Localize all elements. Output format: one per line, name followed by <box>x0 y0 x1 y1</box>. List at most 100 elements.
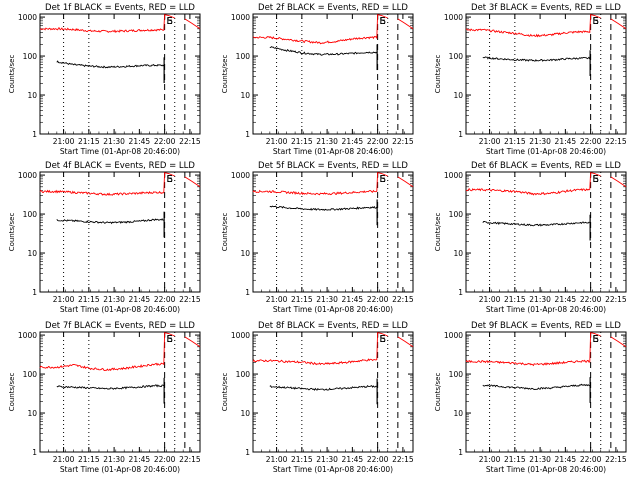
series-events-line <box>269 205 378 211</box>
panel-title: Det 2f BLACK = Events, RED = LLD <box>258 3 408 13</box>
series-lld-line <box>39 14 175 33</box>
panel-title: Det 8f BLACK = Events, RED = LLD <box>258 321 408 331</box>
xtick-label: 21:15 <box>78 455 100 464</box>
x-axis-label: Start Time (01-Apr-08 20:46:00) <box>273 465 393 474</box>
x-axis-label: Start Time (01-Apr-08 20:46:00) <box>273 305 393 314</box>
ytick-label: 10 <box>240 409 250 418</box>
xtick-label: 22:15 <box>605 137 627 146</box>
ytick-label: 10 <box>453 249 463 258</box>
ytick-label: 100 <box>236 370 251 379</box>
ytick-label: 1000 <box>231 171 250 180</box>
plot-frame <box>465 331 627 453</box>
ytick-label: 100 <box>449 370 464 379</box>
panel-det-6: Det 6f BLACK = Events, RED = LLD 1 10 100 10… <box>434 161 627 314</box>
xtick-label: 21:30 <box>103 455 125 464</box>
panel-title: Det 4f BLACK = Events, RED = LLD <box>45 161 195 171</box>
xtick-label: 21:15 <box>78 295 100 304</box>
xtick-label: 21:00 <box>479 295 501 304</box>
ytick-label: 10 <box>27 249 37 258</box>
panel-det-7: Det 7f BLACK = Events, RED = LLD 1 10 100 10… <box>8 321 201 474</box>
ytick-label: 10 <box>240 91 250 100</box>
marker-label-e: E <box>379 174 385 185</box>
ytick-label: 100 <box>23 52 38 61</box>
ytick-label: 1000 <box>444 171 463 180</box>
xtick-label: 22:15 <box>605 455 627 464</box>
xtick-label: 21:45 <box>342 137 364 146</box>
xtick-label: 22:15 <box>392 295 414 304</box>
xtick-label: 21:45 <box>342 455 364 464</box>
xtick-label: 21:00 <box>53 137 75 146</box>
series-events-line <box>482 56 591 62</box>
ytick-label: 100 <box>236 52 251 61</box>
xtick-label: 21:30 <box>529 455 551 464</box>
xtick-label: 21:45 <box>555 455 577 464</box>
plot-frame <box>252 171 414 293</box>
ytick-label: 10 <box>27 91 37 100</box>
panel-title: Det 6f BLACK = Events, RED = LLD <box>471 161 621 171</box>
x-axis-label: Start Time (01-Apr-08 20:46:00) <box>273 147 393 156</box>
xtick-label: 22:00 <box>580 137 602 146</box>
ytick-label: 1 <box>32 288 37 297</box>
series-events-line <box>269 46 378 56</box>
marker-label-s: S <box>167 174 173 185</box>
series-lld-tail <box>184 336 201 348</box>
series-lld-tail <box>610 18 627 30</box>
y-axis-label: Counts/sec <box>8 213 16 252</box>
series-events-line <box>482 383 591 390</box>
series-lld-tail <box>184 176 201 188</box>
x-axis-label: Start Time (01-Apr-08 20:46:00) <box>486 305 606 314</box>
series-lld-tail <box>397 176 414 188</box>
ytick-label: 1000 <box>18 331 37 340</box>
plot-frame <box>39 13 201 135</box>
x-axis-label: Start Time (01-Apr-08 20:46:00) <box>60 305 180 314</box>
series-lld-line <box>465 332 601 367</box>
series-events-line <box>56 60 165 69</box>
marker-label-s: S <box>380 16 386 27</box>
xtick-label: 21:00 <box>266 455 288 464</box>
series-lld-tail <box>397 336 414 348</box>
series-events-line <box>56 384 165 390</box>
xtick-label: 21:30 <box>529 137 551 146</box>
xtick-label: 22:15 <box>179 295 201 304</box>
xtick-label: 22:00 <box>367 295 389 304</box>
ytick-label: 1 <box>32 130 37 139</box>
ytick-label: 1 <box>245 448 250 457</box>
xtick-label: 21:30 <box>316 455 338 464</box>
marker-label-e: E <box>592 16 598 27</box>
ytick-label: 10 <box>240 249 250 258</box>
plot-frame <box>39 171 201 293</box>
plot-frame <box>252 331 414 453</box>
series-lld-line <box>252 172 388 196</box>
ytick-label: 100 <box>449 52 464 61</box>
panel-det-2: Det 2f BLACK = Events, RED = LLD 1 10 100 10… <box>221 3 414 156</box>
xtick-label: 21:15 <box>78 137 100 146</box>
marker-label-e: E <box>379 334 385 345</box>
series-lld-line <box>252 332 388 366</box>
xtick-label: 22:00 <box>367 455 389 464</box>
xtick-label: 22:15 <box>179 455 201 464</box>
series-lld-tail <box>397 18 414 30</box>
marker-label-e: E <box>592 174 598 185</box>
panel-title: Det 1f BLACK = Events, RED = LLD <box>45 3 195 13</box>
y-axis-label: Counts/sec <box>221 213 229 252</box>
xtick-label: 21:30 <box>316 137 338 146</box>
xtick-label: 21:30 <box>529 295 551 304</box>
series-lld-tail <box>184 18 201 30</box>
ytick-label: 10 <box>453 409 463 418</box>
ytick-label: 100 <box>23 210 38 219</box>
xtick-label: 21:15 <box>504 295 526 304</box>
ytick-label: 1 <box>458 288 463 297</box>
y-axis-label: Counts/sec <box>434 213 442 252</box>
ytick-label: 1000 <box>231 13 250 22</box>
x-axis-label: Start Time (01-Apr-08 20:46:00) <box>60 147 180 156</box>
xtick-label: 22:00 <box>154 295 176 304</box>
xtick-label: 22:00 <box>154 455 176 464</box>
marker-label-e: E <box>166 174 172 185</box>
ytick-label: 100 <box>236 210 251 219</box>
marker-label-s: S <box>380 334 386 345</box>
ytick-label: 1 <box>458 130 463 139</box>
xtick-label: 22:15 <box>179 137 201 146</box>
xtick-label: 21:45 <box>129 137 151 146</box>
xtick-label: 21:15 <box>291 455 313 464</box>
series-events-line <box>56 218 164 225</box>
